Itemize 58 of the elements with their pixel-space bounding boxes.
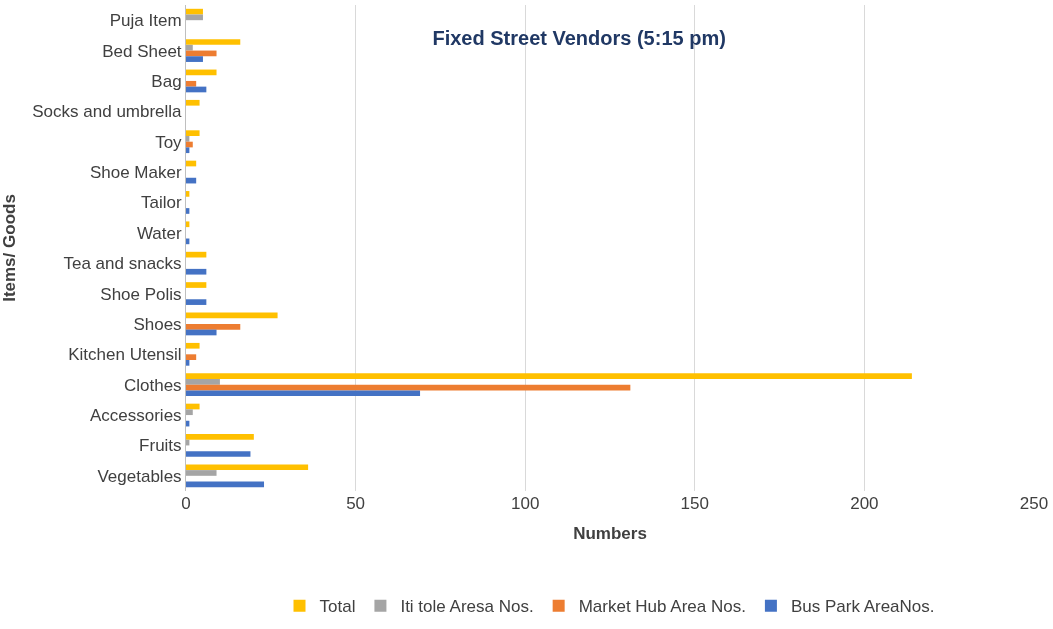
bar — [186, 282, 207, 288]
y-tick-label: Bed Sheet — [102, 41, 182, 61]
bar — [186, 323, 241, 330]
legend-label: Bus Park AreaNos. — [790, 597, 935, 617]
legend-label: Market Hub Area Nos. — [578, 597, 746, 617]
bar — [186, 373, 912, 379]
y-tick-label: Bag — [151, 71, 182, 91]
y-tick-label: Socks and umbrella — [32, 102, 183, 122]
x-tick-label: 100 — [511, 494, 540, 513]
y-tick-label: Shoe Polis — [100, 284, 182, 304]
bar — [186, 141, 193, 148]
y-tick-label: Tailor — [140, 193, 182, 213]
x-tick-label: 50 — [346, 494, 366, 513]
bar — [186, 409, 193, 416]
text: Fixed Street Vendors (5:15 pm) — [432, 27, 726, 50]
bar — [186, 434, 254, 440]
x-tick-label: 200 — [850, 494, 879, 513]
y-tick-label: Puja Item — [109, 11, 182, 31]
x-tick-label: 250 — [1019, 494, 1049, 513]
bar — [186, 342, 200, 349]
bar — [186, 378, 220, 385]
bar — [186, 135, 190, 142]
x-axis-title: Numbers — [573, 524, 647, 544]
y-tick-label: Fruits — [139, 436, 182, 456]
x-tick-label: 150 — [680, 494, 709, 513]
y-tick-label: Water — [136, 223, 182, 243]
bar — [186, 268, 207, 275]
y-tick-label: Accessories — [89, 406, 182, 426]
bar — [186, 390, 421, 397]
x-tick-label: 0 — [181, 494, 191, 513]
bar — [186, 80, 197, 87]
y-tick-label: Toy — [155, 132, 183, 152]
bar — [186, 360, 190, 366]
bar — [186, 147, 190, 154]
bar — [186, 464, 309, 471]
bar — [186, 470, 217, 476]
legend-label: Iti tole Aresa Nos. — [400, 597, 534, 617]
bar — [186, 451, 251, 457]
bar — [186, 191, 190, 197]
y-axis-title: Items/ Goods — [0, 194, 19, 302]
legend-label: Total — [319, 597, 356, 617]
y-tick-label: Vegetables — [97, 466, 182, 486]
bar — [186, 299, 207, 305]
bar — [186, 14, 203, 21]
bar — [186, 221, 190, 228]
y-tick-label: Kitchen Utensil — [68, 345, 182, 365]
y-tick-label: Shoe Maker — [89, 163, 182, 183]
y-tick-label: Clothes — [123, 375, 182, 395]
bar — [186, 44, 193, 51]
bar — [186, 39, 241, 45]
y-tick-label: Shoes — [133, 314, 182, 334]
bar — [186, 208, 190, 214]
bar — [186, 99, 200, 106]
y-tick-label: Tea and snacks — [63, 254, 182, 274]
bar — [186, 130, 200, 136]
bar — [186, 56, 203, 62]
bar — [186, 354, 197, 361]
bar — [186, 403, 200, 410]
